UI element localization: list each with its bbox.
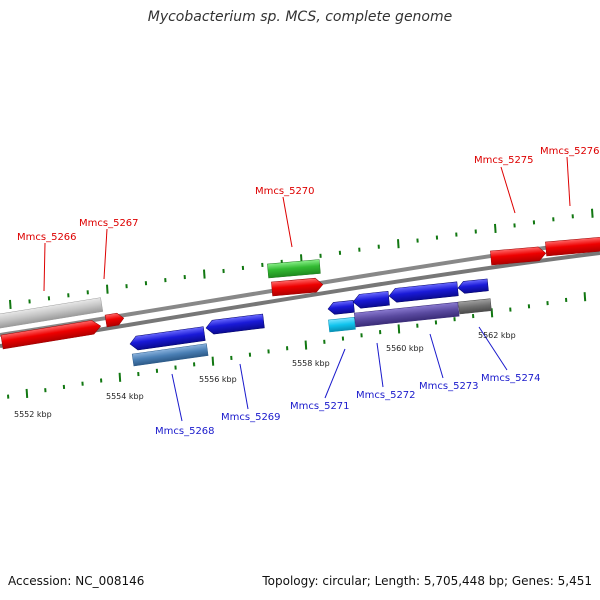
gene-label-mmcs-5271: Mmcs_5271 [290, 401, 350, 412]
gene-label-mmcs-5266: Mmcs_5266 [17, 232, 77, 243]
scale-label-5556: 5556 kbp [199, 375, 237, 384]
scale-label-5554: 5554 kbp [106, 392, 144, 401]
gene-label-mmcs-5274: Mmcs_5274 [481, 373, 541, 384]
gene-arrow-mmcs-5267 [104, 312, 125, 328]
label-leader-lines [43, 156, 571, 422]
gene-label-mmcs-5276: Mmcs_5276 [540, 146, 600, 157]
purple-feature [353, 301, 460, 328]
reverse-tick-major [25, 388, 29, 398]
cyan-feature [328, 317, 356, 333]
reverse-tick-major [211, 356, 215, 366]
scale-label-5552: 5552 kbp [14, 410, 52, 419]
reverse-tick-major [583, 292, 587, 302]
gene-arrow-mmcs-5272 [352, 291, 390, 309]
gene-labels: Mmcs_5266 Mmcs_5267 Mmcs_5268 Mmcs_5269 … [17, 146, 600, 437]
gene-label-mmcs-5270: Mmcs_5270 [255, 186, 315, 197]
gene-arrow-mmcs-5271 [327, 300, 355, 315]
map-title: Mycobacterium sp. MCS, complete genome [147, 9, 453, 25]
gene-arrow-mmcs-5276 [545, 236, 600, 257]
gene-label-mmcs-5272: Mmcs_5272 [356, 390, 416, 401]
gene-label-mmcs-5273: Mmcs_5273 [419, 381, 479, 392]
forward-tick-major [397, 239, 400, 249]
scale-label-5562: 5562 kbp [478, 331, 516, 340]
forward-features [0, 236, 600, 350]
forward-tick-marks [9, 208, 594, 309]
gene-arrow-mmcs-5275 [490, 246, 547, 266]
gene-arrow-mmcs-5270 [271, 277, 324, 297]
gene-label-mmcs-5268: Mmcs_5268 [155, 426, 215, 437]
reverse-tick-major [118, 372, 122, 382]
gene-arrow-mmcs-5269 [205, 313, 265, 335]
forward-tick-major [494, 223, 497, 234]
gene-arrow-mmcs-5274 [457, 278, 489, 294]
gene-label-mmcs-5267: Mmcs_5267 [79, 218, 139, 229]
accession-text: Accession: NC_008146 [8, 574, 145, 588]
forward-tick-major [106, 284, 109, 294]
scale-labels: 5552 kbp 5554 kbp 5556 kbp 5558 kbp 5560… [14, 331, 516, 419]
forward-tick-major [203, 269, 206, 279]
gene-arrow-mmcs-5266 [0, 320, 102, 350]
dark-grey-feature [458, 298, 492, 315]
grey-feature [0, 297, 104, 329]
genome-summary-text: Topology: circular; Length: 5,705,448 bp… [262, 574, 592, 588]
gene-arrow-mmcs-5268 [129, 326, 206, 351]
reverse-features [129, 278, 492, 367]
gene-arrow-mmcs-5273 [388, 281, 459, 303]
forward-tick-major [591, 208, 594, 218]
forward-tick-major [9, 299, 12, 309]
scale-label-5560: 5560 kbp [386, 344, 424, 353]
reverse-tick-major [397, 324, 401, 334]
reverse-tick-major [304, 340, 308, 350]
gene-label-mmcs-5275: Mmcs_5275 [474, 155, 534, 166]
reverse-tick-major [490, 308, 494, 318]
reverse-tick-marks [7, 292, 587, 399]
scale-label-5558: 5558 kbp [292, 359, 330, 368]
rna-feature [267, 259, 321, 279]
gene-label-mmcs-5269: Mmcs_5269 [221, 412, 281, 423]
steel-feature [131, 343, 209, 367]
